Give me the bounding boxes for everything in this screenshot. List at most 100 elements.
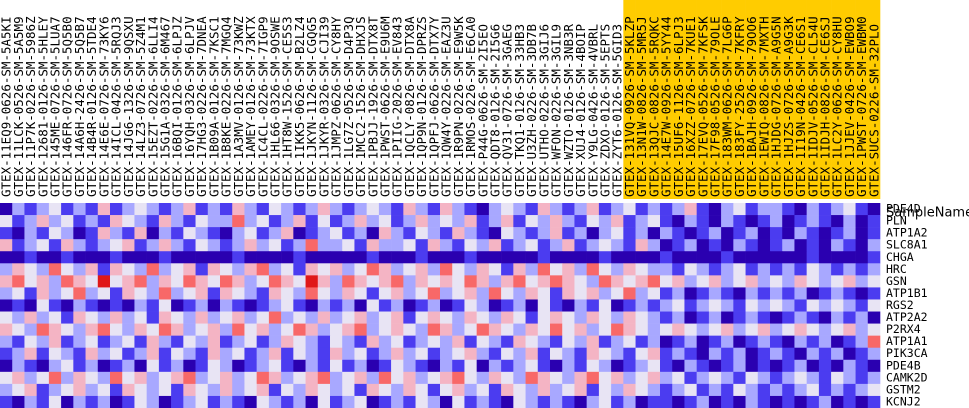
heatmap-cell (12, 395, 25, 408)
heatmap-cell (305, 287, 319, 300)
heatmap-cell (623, 287, 636, 300)
heatmap-cell (476, 395, 490, 408)
sample-label: GTEX-QV31-0726-SM-3GAEG (500, 24, 515, 197)
heatmap-cell (855, 263, 869, 276)
highlight-band (721, 0, 734, 199)
heatmap-cell (330, 323, 343, 336)
heatmap-cell (97, 323, 111, 336)
heatmap-cell (73, 239, 86, 252)
heatmap-cell (513, 323, 526, 336)
heatmap-cell (806, 263, 820, 276)
heatmap-cell (415, 215, 429, 228)
gene-label: PDE4D (886, 202, 921, 216)
heatmap-cell (305, 263, 319, 276)
heatmap-cell (488, 311, 502, 324)
heatmap-cell (464, 383, 477, 397)
heatmap-cell (525, 251, 539, 264)
heatmap-cell (268, 299, 282, 312)
heatmap-cell (501, 359, 514, 373)
sample-label: GTEX-P44G-0626-SM-2I5EO (475, 24, 490, 197)
heatmap-cell (232, 239, 245, 252)
heatmap-cell (244, 371, 257, 385)
heatmap-cell (574, 371, 587, 385)
heatmap-cell (48, 371, 62, 385)
heatmap-cell (452, 203, 465, 216)
heatmap-cell (550, 239, 563, 252)
heatmap-cell (635, 383, 649, 397)
heatmap-cell (146, 275, 160, 288)
heatmap-cell (855, 371, 869, 385)
heatmap-cell (73, 299, 86, 312)
heatmap-cell (391, 263, 404, 276)
heatmap-cell (134, 215, 147, 228)
heatmap-cell (794, 227, 807, 240)
heatmap-cell (171, 299, 184, 312)
heatmap-cell (305, 275, 319, 288)
heatmap-cell (391, 335, 404, 349)
heatmap-cell (574, 287, 587, 300)
heatmap-cell (207, 287, 221, 300)
heatmap-cell (122, 203, 135, 216)
heatmap-cell (12, 239, 25, 252)
heatmap-cell (452, 383, 465, 397)
sample-label: GTEX-146FR-0726-SM-5Q5B0 (60, 16, 75, 197)
heatmap-cell (464, 371, 477, 385)
heatmap-cell (782, 251, 795, 264)
heatmap-cell (562, 371, 575, 385)
heatmap-cell (122, 395, 135, 408)
heatmap-cell (635, 371, 649, 385)
heatmap-cell (488, 263, 502, 276)
gene-label: PDE4B (886, 358, 921, 372)
heatmap-cell (415, 383, 429, 397)
heatmap-cell (354, 323, 367, 336)
heatmap-cell (513, 263, 526, 276)
heatmap-cell (171, 335, 184, 349)
heatmap-cell (146, 251, 160, 264)
heatmap-cell (647, 347, 661, 361)
heatmap-cell (378, 239, 392, 252)
gene-label: GSN (886, 274, 907, 288)
heatmap-cell (537, 371, 551, 385)
heatmap-cell (476, 323, 490, 336)
row-title: SampleName (886, 206, 969, 221)
heatmap-cell (476, 347, 490, 361)
heatmap-cell (110, 347, 123, 361)
heatmap-cell (268, 359, 282, 373)
heatmap-cell (61, 383, 74, 397)
heatmap-cell (452, 323, 465, 336)
heatmap-cell (708, 263, 722, 276)
heatmap-cell (244, 383, 257, 397)
sample-label: GTEX-XUJ4-0126-SM-4BOIP (573, 24, 588, 197)
heatmap-cell (97, 311, 111, 324)
heatmap-cell (440, 347, 453, 361)
heatmap-cell (794, 275, 807, 288)
heatmap-cell (24, 275, 37, 288)
heatmap-cell (574, 203, 587, 216)
heatmap-cell (745, 383, 759, 397)
heatmap-cell (415, 359, 429, 373)
heatmap-cell (195, 311, 209, 324)
heatmap-cell (268, 335, 282, 349)
heatmap-cell (48, 275, 62, 288)
heatmap-cell (818, 359, 832, 373)
heatmap-cell (672, 275, 685, 288)
heatmap-cell (550, 263, 563, 276)
heatmap-cell (586, 371, 600, 385)
sample-label: GTEX-ZDXO-0126-SM-5EPTS (598, 24, 613, 197)
heatmap-cell (867, 359, 881, 373)
heatmap-cell (598, 359, 612, 373)
heatmap-cell (171, 395, 184, 408)
heatmap-cell (794, 215, 807, 228)
heatmap-cell (342, 287, 355, 300)
sample-label: GTEX-14E6E-0726-SM-73KY6 (96, 16, 111, 197)
heatmap-cell (73, 215, 86, 228)
heatmap-cell (440, 395, 453, 408)
heatmap-cell (452, 359, 465, 373)
heatmap-cell (476, 275, 490, 288)
heatmap-cell (562, 347, 575, 361)
heatmap-cell (317, 335, 331, 349)
heatmap-cell (696, 215, 710, 228)
heatmap-cell (110, 359, 123, 373)
heatmap-cell (73, 395, 86, 408)
heatmap-cell (220, 215, 233, 228)
